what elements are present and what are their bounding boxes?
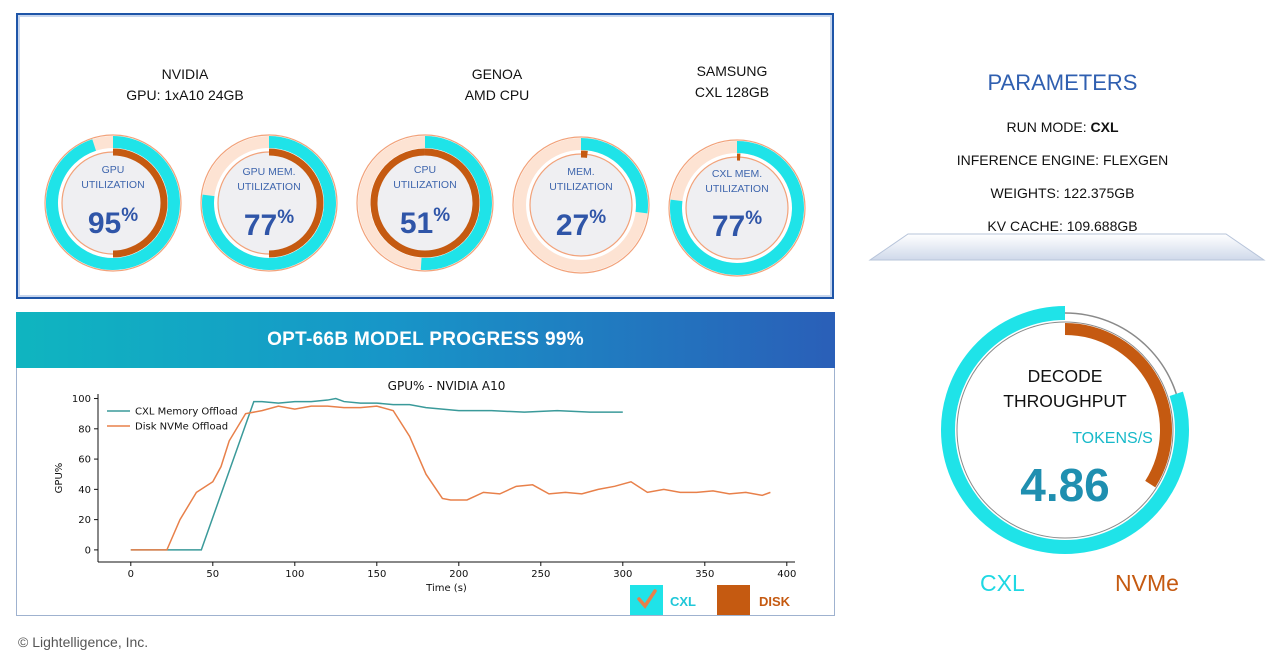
cxl-toggle-label[interactable]: CXL [670,594,696,609]
series-line [130,405,771,551]
cxl-memory-utilization-dial [668,139,806,277]
gauge-cyan-arc [202,136,336,270]
kv-cache-size: KV CACHE: 109.688GB [987,218,1138,234]
gauge-label: GPU UTILIZATION [81,164,145,191]
chart-title: GPU% - NVIDIA A10 [388,379,506,393]
gauge-orange-arc [112,148,168,258]
chart-lines [130,397,771,551]
gauge-cyan-arc [46,136,180,270]
x-tick-label: 400 [777,569,796,580]
cxl-toggle-checkbox[interactable] [630,585,663,615]
y-tick-label: 20 [78,515,91,526]
y-axis-label: GPU% [54,463,65,494]
gauge-label: GPU MEM. UTILIZATION [237,166,301,193]
x-tick-label: 100 [285,569,304,580]
throughput-unit: TOKENS/S [1072,430,1153,447]
y-tick-label: 100 [72,394,91,405]
gpu-memory-utilization-gauge: GPU MEM. UTILIZATION 77% [199,133,339,273]
gpu-utilization-chart: GPU% - NVIDIA A10 Time (s) GPU% 0 50 100 15… [54,379,796,594]
genoa-title: GENOA AMD CPU [464,66,530,103]
gauge-value: 95% [87,205,139,240]
x-tick-label: 0 [128,569,134,580]
gpu-utilization-dial [44,134,182,272]
throughput-nvme-arc [1064,323,1172,488]
gauge-cyan-arc [420,136,492,270]
gauge-value: 77% [711,208,763,243]
parameters-title: PARAMETERS [987,70,1138,95]
inference-engine: INFERENCE ENGINE: FLEXGEN [956,152,1169,168]
nvidia-title: NVIDIA GPU: 1xA10 24GB [126,66,244,103]
y-tick-label: 60 [78,455,91,466]
x-tick-label: 150 [367,569,386,580]
gauge-value: 77% [243,207,295,242]
legend-entry: Disk NVMe Offload [135,422,228,433]
series-line [130,397,623,551]
disk-toggle-label[interactable]: DISK [759,594,791,609]
model-progress-banner: OPT-66B MODEL PROGRESS 99% [16,312,835,368]
check-icon [637,589,657,609]
memory-utilization-dial [512,136,650,274]
cxl-legend-label: CXL [980,570,1025,596]
gpu-utilization-gauge: GPU UTILIZATION 95% [43,133,183,273]
chart-axes: 0 50 100 150 200 250 300 350 400 0 20 40 60 80 100 [72,394,796,580]
x-tick-label: 350 [695,569,714,580]
x-tick-label: 300 [613,569,632,580]
gauge-label: CXL MEM. UTILIZATION [705,168,769,195]
x-tick-label: 250 [531,569,550,580]
cpu-utilization-dial [356,134,494,272]
throughput-title: DECODE THROUGHPUT [1003,366,1127,411]
samsung-title: SAMSUNG CXL 128GB [694,63,770,100]
y-tick-label: 0 [85,545,91,556]
gauge-orange-arc [268,148,324,258]
y-tick-label: 80 [78,424,91,435]
nvme-legend-label: NVMe [1115,570,1179,596]
cxl-memory-utilization-gauge: CXL MEM. UTILIZATION 77% [667,138,807,278]
memory-utilization-gauge: MEM. UTILIZATION 27% [511,135,651,275]
x-tick-label: 200 [449,569,468,580]
gpu-chart-panel [16,368,835,616]
gauge-orange-arc [370,148,480,258]
throughput-cxl-arc [941,306,1189,554]
copyright-footer: © Lightelligence, Inc. [18,634,149,650]
disk-toggle-checkbox[interactable] [717,585,750,615]
x-tick-label: 50 [206,569,219,580]
throughput-inner-ring [956,321,1174,539]
gauge-cyan-arc [670,141,804,275]
cpu-utilization-gauge: CPU UTILIZATION 51% [355,133,495,273]
parameters-plinth [868,233,1266,261]
throughput-value: 4.86 [1020,459,1110,511]
run-mode: RUN MODE: CXL [1006,119,1119,135]
gauge-label: MEM. UTILIZATION [549,166,613,193]
y-tick-label: 40 [78,485,91,496]
legend-entry: CXL Memory Offload [135,407,238,418]
gauge-label: CPU UTILIZATION [393,164,457,191]
chart-legend: CXL Memory Offload Disk NVMe Offload [107,407,238,433]
gauge-value: 51% [399,205,451,240]
decode-throughput-dial [941,306,1189,554]
x-axis-label: Time (s) [425,583,467,594]
gauge-cyan-arc [580,138,648,214]
weights-size: WEIGHTS: 122.375GB [990,185,1135,201]
hardware-utilization-panel [16,13,834,299]
gpu-memory-utilization-dial [200,134,338,272]
gauge-value: 27% [555,207,607,242]
